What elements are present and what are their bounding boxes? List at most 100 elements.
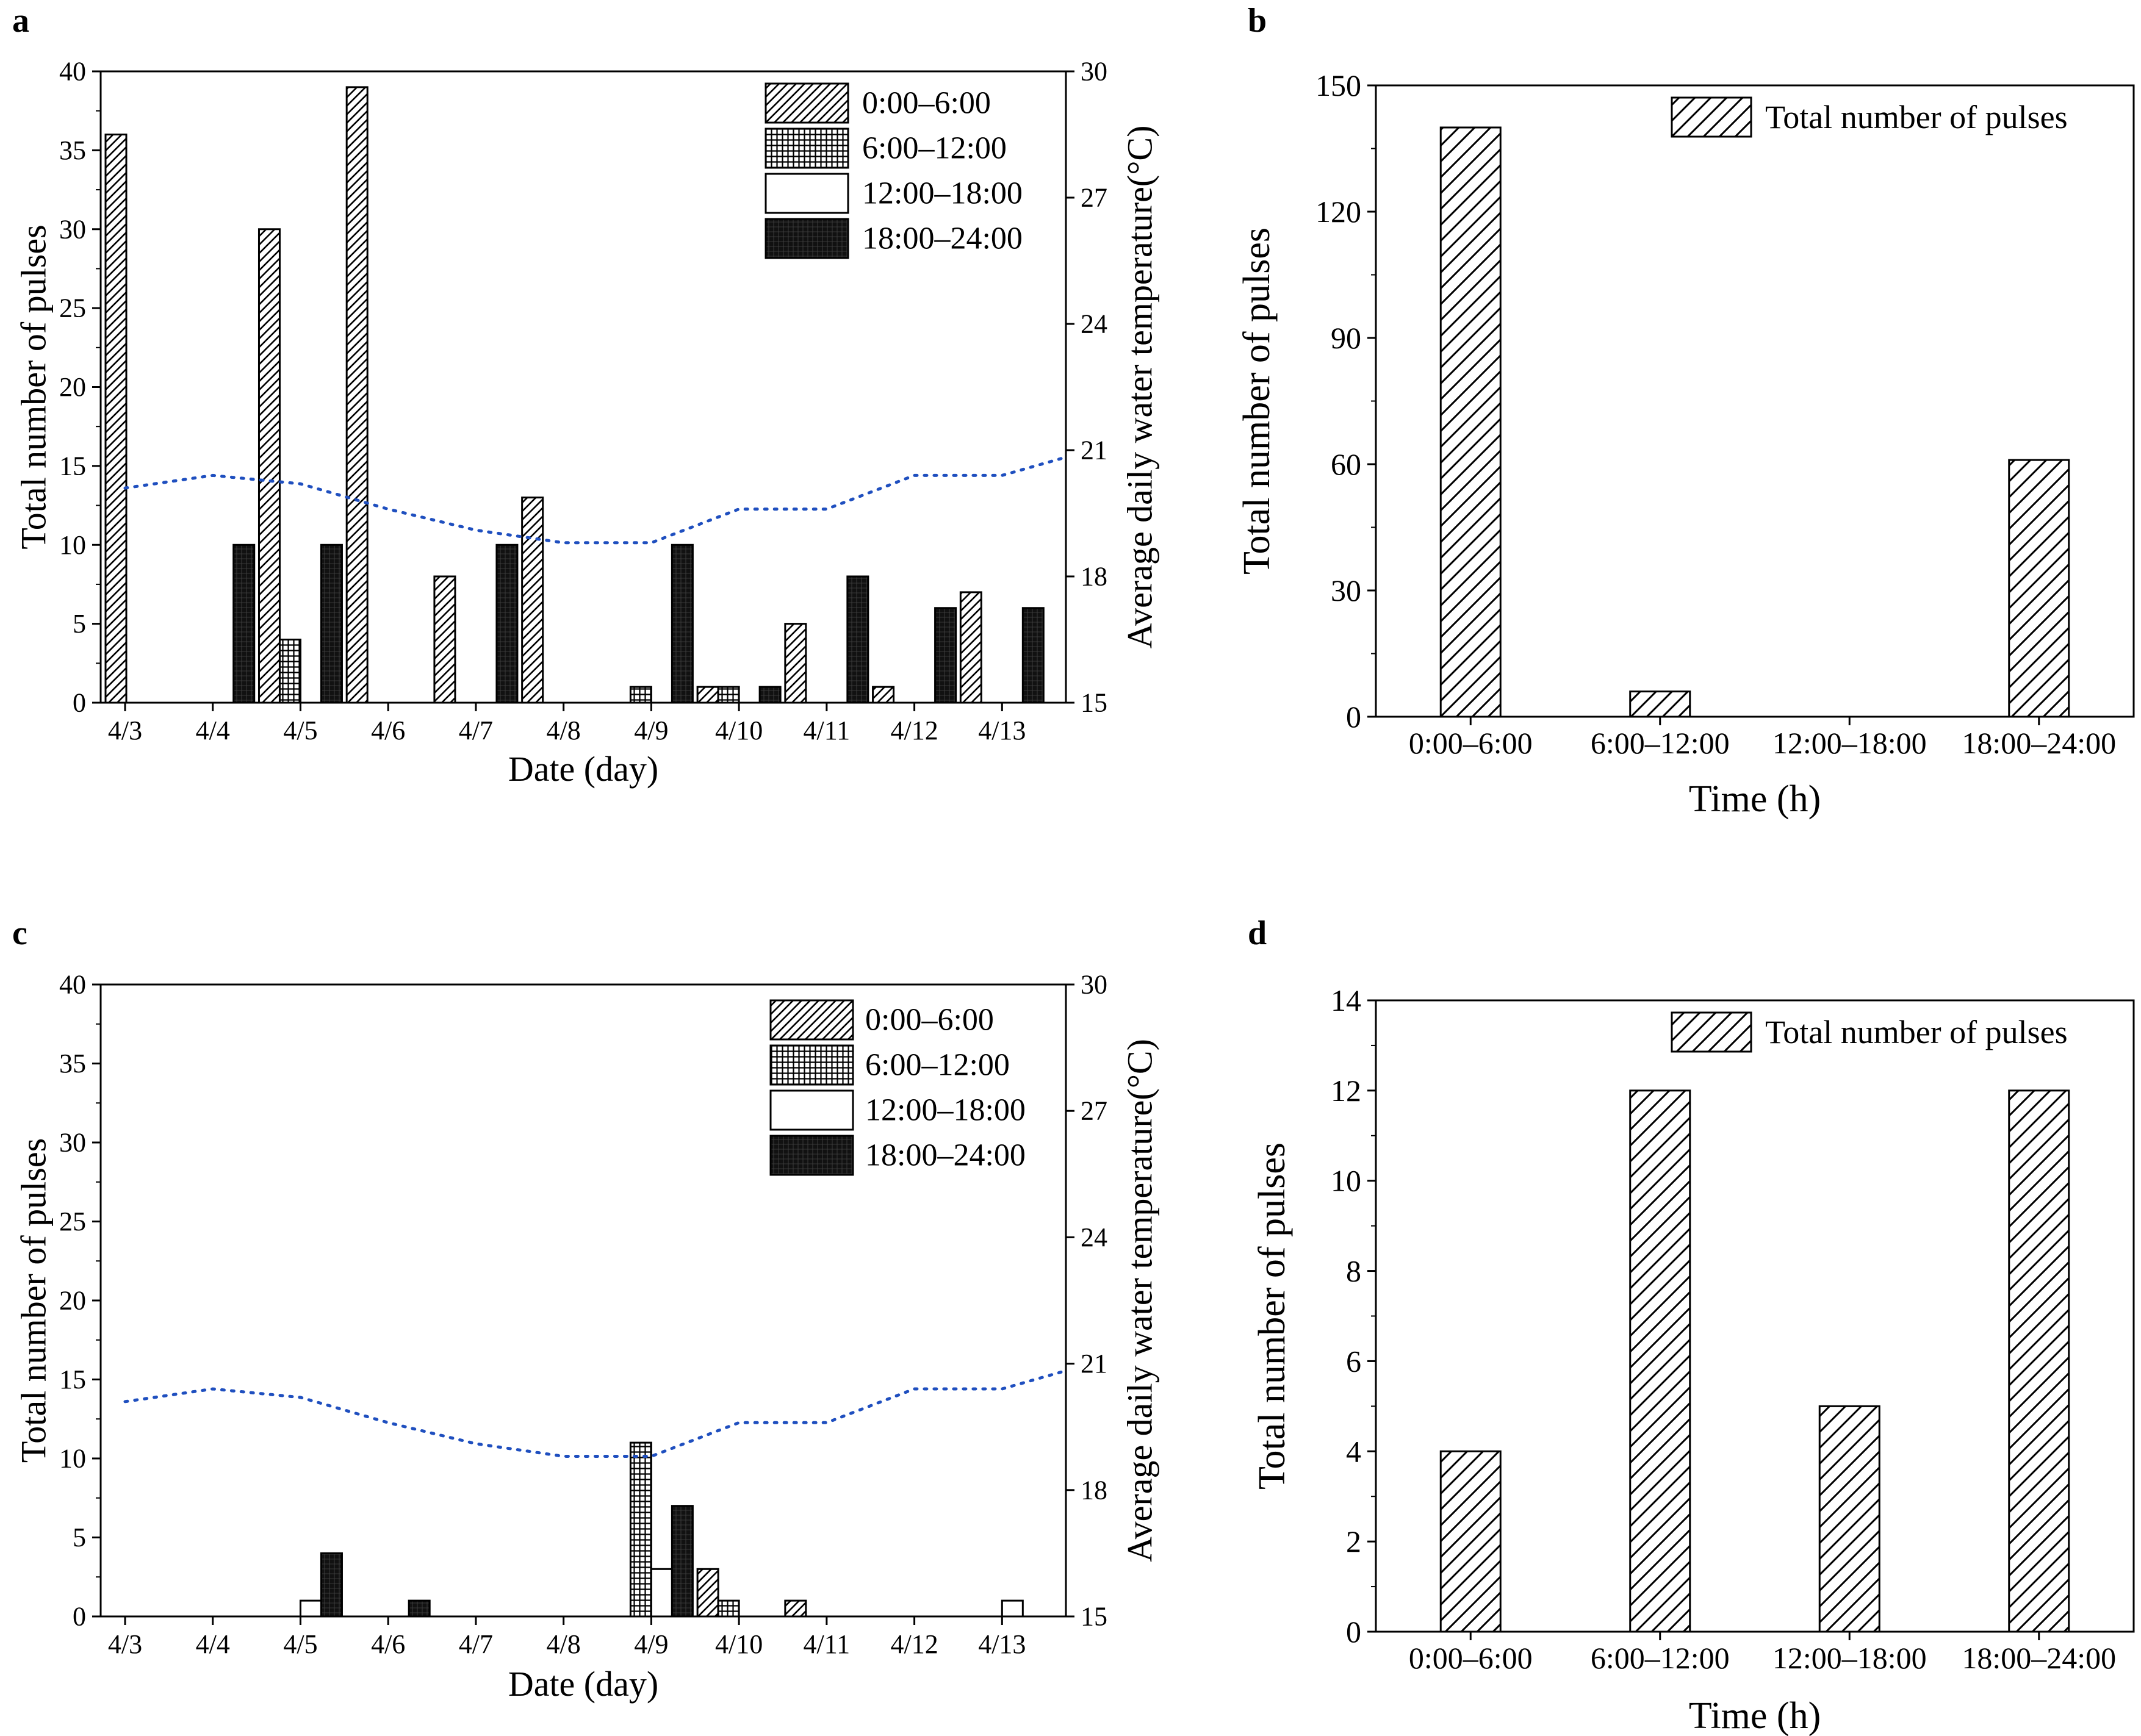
bar-a-s0-c10 — [959, 591, 982, 704]
bar-a-s3-c4 — [495, 543, 519, 704]
panel-d: d 0 2 4 6 8 10 12 14 0:00–6:00 6:00–12:00 12:00–18… — [1248, 914, 2135, 1736]
x-tick-label-a-4: 4/7 — [459, 716, 493, 745]
x-tick-label-a-2: 4/5 — [283, 716, 317, 745]
x-tick-label-c-4: 4/7 — [459, 1629, 493, 1659]
x-tick-label-a-6: 4/9 — [634, 716, 668, 745]
y-tick-label-a-8: 40 — [59, 57, 86, 87]
bar-a-s3-c9 — [934, 607, 957, 704]
legend-swatch-c-3 — [769, 1135, 854, 1176]
legend-swatch-a-2 — [765, 173, 849, 214]
legend-c: 0:00–6:00 6:00–12:00 12:00–18:00 18:00–24:0… — [769, 999, 1026, 1176]
bar-c-s3-c6 — [671, 1505, 694, 1618]
bars-d — [1439, 1089, 2070, 1633]
chart-c: 0 5 10 15 20 25 30 35 40 15 18 21 24 27 30 Average dail… — [14, 970, 1160, 1704]
legend-swatch-d-0 — [1671, 1011, 1752, 1053]
x-tick-label-c-2: 4/5 — [283, 1629, 317, 1659]
x-tick-label-b-3: 18:00–24:00 — [1962, 726, 2116, 760]
legend-label-c-0: 0:00–6:00 — [865, 1003, 994, 1038]
y2-tick-label-a-0: 15 — [1081, 688, 1107, 718]
bars-c — [299, 1441, 1024, 1618]
y2-tick-label-c-4: 27 — [1081, 1096, 1107, 1126]
y-tick-label-b-2: 60 — [1331, 447, 1361, 481]
legend-label-a-2: 12:00–18:00 — [862, 176, 1023, 211]
y2-tick-label-a-2: 21 — [1081, 436, 1107, 465]
y2-tick-label-a-5: 30 — [1081, 57, 1107, 87]
y-tick-label-a-6: 30 — [59, 214, 86, 244]
y-tick-label-a-7: 35 — [59, 135, 86, 165]
legend-label-d-0: Total number of pulses — [1765, 1014, 2068, 1050]
temperature-line-c — [123, 1370, 1063, 1458]
bar-d-s0-c1 — [1629, 1089, 1691, 1633]
x-tick-label-a-5: 4/8 — [547, 716, 581, 745]
legend-d: Total number of pulses — [1671, 1011, 2068, 1053]
bar-c-s3-c2 — [320, 1552, 343, 1618]
panel-a: a 0 5 10 15 20 25 30 35 40 15 18 21 24 27 30 Average da… — [12, 2, 1160, 789]
x-tick-label-a-1: 4/4 — [196, 716, 230, 745]
panel-label-c: c — [12, 914, 27, 952]
y2-axis-label-c: Average daily water temperature(°C) — [1120, 1039, 1160, 1562]
x-tick-label-c-3: 4/6 — [371, 1629, 405, 1659]
y2-tick-label-c-1: 18 — [1081, 1475, 1107, 1505]
bar-a-s3-c10 — [1021, 607, 1045, 704]
y-tick-label-b-4: 120 — [1315, 195, 1361, 229]
legend-a: 0:00–6:00 6:00–12:00 12:00–18:00 18:00–24:0… — [765, 82, 1023, 259]
chart-a: 0 5 10 15 20 25 30 35 40 15 18 21 24 27 30 Average dail… — [14, 57, 1160, 789]
x-tick-label-d-2: 12:00–18:00 — [1772, 1641, 1927, 1675]
y2-tick-label-c-3: 24 — [1081, 1222, 1107, 1252]
y-tick-label-b-5: 150 — [1315, 68, 1361, 102]
y-tick-label-d-6: 12 — [1331, 1074, 1361, 1108]
x-tick-label-a-3: 4/6 — [371, 716, 405, 745]
y-tick-label-d-0: 0 — [1346, 1615, 1361, 1649]
x-tick-label-c-0: 4/3 — [108, 1629, 142, 1659]
x-tick-label-c-1: 4/4 — [196, 1629, 230, 1659]
y-axis-label-d: Total number of pulses — [1251, 1142, 1293, 1490]
bar-a-s3-c6 — [671, 543, 694, 704]
bar-c-s0-c7 — [696, 1568, 719, 1618]
bar-b-s0-c0 — [1439, 126, 1502, 718]
y-tick-label-a-2: 10 — [59, 530, 86, 560]
y2-tick-label-a-4: 27 — [1081, 183, 1107, 213]
bar-a-s0-c5 — [521, 497, 544, 704]
bar-c-s3-c3 — [408, 1599, 431, 1618]
y2-axis-label-a: Average daily water temperature(°C) — [1120, 126, 1160, 649]
bar-a-s3-c2 — [320, 543, 343, 704]
x-tick-label-a-10: 4/13 — [978, 716, 1026, 745]
legend-swatch-a-3 — [765, 218, 849, 259]
bar-a-s0-c9 — [872, 686, 895, 704]
bar-a-s1-c7 — [717, 686, 740, 704]
y2-tick-label-c-5: 30 — [1081, 970, 1107, 1000]
bar-d-s0-c2 — [1818, 1405, 1880, 1633]
legend-label-a-3: 18:00–24:00 — [862, 221, 1023, 256]
y-tick-label-c-5: 25 — [59, 1207, 86, 1236]
panel-label-b: b — [1248, 2, 1267, 40]
bar-a-s0-c3 — [345, 86, 369, 704]
panel-label-d: d — [1248, 914, 1267, 952]
x-axis-label-a: Date (day) — [508, 749, 658, 789]
legend-b: Total number of pulses — [1671, 96, 2068, 138]
y-tick-label-d-5: 10 — [1331, 1164, 1361, 1198]
x-axis-label-d: Time (h) — [1689, 1695, 1821, 1736]
bar-a-s0-c7 — [696, 686, 719, 704]
bar-c-s2-c2 — [299, 1599, 322, 1618]
y-tick-label-c-6: 30 — [59, 1128, 86, 1158]
chart-d: 0 2 4 6 8 10 12 14 0:00–6:00 6:00–12:00 12:00–18:0… — [1251, 983, 2135, 1736]
y2-tick-label-c-2: 21 — [1081, 1349, 1107, 1379]
x-tick-label-d-0: 0:00–6:00 — [1409, 1641, 1533, 1675]
bar-a-s0-c4 — [433, 575, 456, 704]
legend-label-a-0: 0:00–6:00 — [862, 86, 991, 121]
legend-swatch-b-0 — [1671, 96, 1752, 138]
y-tick-label-a-0: 0 — [73, 688, 86, 718]
bar-c-s1-c7 — [717, 1599, 740, 1618]
y-tick-label-d-1: 2 — [1346, 1524, 1361, 1558]
x-tick-label-c-8: 4/11 — [804, 1629, 851, 1659]
x-tick-label-c-9: 4/12 — [890, 1629, 938, 1659]
panel-b: b 0 30 60 90 120 150 0:00–6:00 6:00–12:00 12:00–… — [1236, 2, 2135, 820]
y-tick-label-c-4: 20 — [59, 1286, 86, 1316]
y-axis-label-a: Total number of pulses — [14, 224, 54, 549]
y-tick-label-c-0: 0 — [73, 1602, 86, 1632]
x-tick-label-d-1: 6:00–12:00 — [1591, 1641, 1730, 1675]
y-tick-label-b-0: 0 — [1346, 700, 1361, 734]
x-tick-label-b-2: 12:00–18:00 — [1772, 726, 1927, 760]
x-tick-label-c-10: 4/13 — [978, 1629, 1026, 1659]
